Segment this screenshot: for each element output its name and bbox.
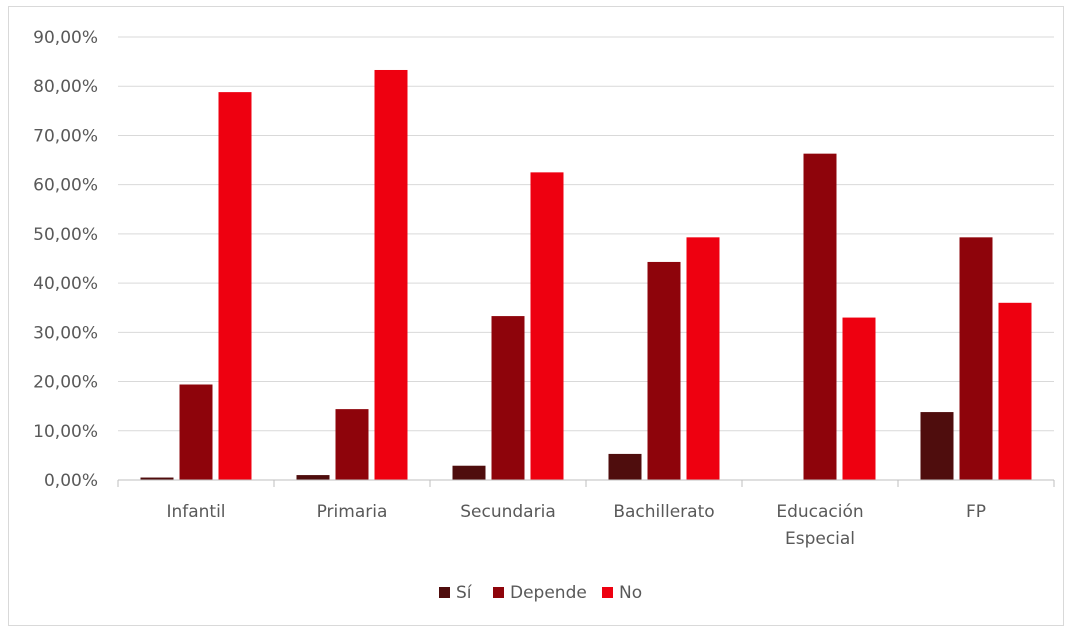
bar-sí xyxy=(608,453,642,480)
y-tick-label: 30,00% xyxy=(33,323,98,343)
y-tick-label: 50,00% xyxy=(33,225,98,245)
x-axis: Infantil Primaria Secundaria Bachillerato Ed… xyxy=(117,479,1055,549)
bar-sí xyxy=(452,465,486,480)
legend: Sí Depende No xyxy=(439,583,642,603)
legend-swatch-no xyxy=(602,587,613,598)
bar-depende xyxy=(647,261,681,480)
bar-sí xyxy=(140,477,174,480)
bar-no xyxy=(374,69,408,481)
bar-no xyxy=(842,317,876,480)
bar-depende xyxy=(179,384,213,480)
x-tick-label: Especial xyxy=(785,529,855,549)
y-tick-label: 10,00% xyxy=(33,422,98,442)
x-tick-label: Secundaria xyxy=(460,502,555,522)
y-tick-label: 40,00% xyxy=(33,274,98,294)
x-tick-label: Bachillerato xyxy=(613,502,714,522)
x-tick-label: Infantil xyxy=(166,502,225,522)
bar-no xyxy=(530,172,564,480)
gridlines xyxy=(118,36,1054,432)
bar-depende xyxy=(959,237,993,480)
bar-depende xyxy=(803,153,837,480)
y-axis: 0,00% 10,00% 20,00% 30,00% 40,00% 50,00% 60,00… xyxy=(33,28,98,491)
legend-swatch-sí xyxy=(439,587,450,598)
y-tick-label: 60,00% xyxy=(33,176,98,196)
y-tick-label: 70,00% xyxy=(33,126,98,146)
y-tick-label: 20,00% xyxy=(33,373,98,393)
legend-swatch-depende xyxy=(493,587,504,598)
x-tick-label: Primaria xyxy=(317,502,388,522)
legend-label-no: No xyxy=(619,583,642,603)
y-tick-label: 90,00% xyxy=(33,28,98,48)
legend-label-sí: Sí xyxy=(456,583,473,603)
bar-sí xyxy=(920,412,954,480)
bar-sí xyxy=(296,475,330,480)
bar-no xyxy=(686,237,720,480)
bar-depende xyxy=(335,409,369,480)
y-tick-label: 80,00% xyxy=(33,77,98,97)
bar-depende xyxy=(491,316,525,480)
bars xyxy=(140,69,1032,481)
x-tick-label: Educación xyxy=(776,502,863,522)
bar-no xyxy=(998,302,1032,480)
bar-no xyxy=(218,92,252,480)
x-tick-label: FP xyxy=(966,502,986,522)
legend-label-depende: Depende xyxy=(510,583,587,603)
y-tick-label: 0,00% xyxy=(44,471,98,491)
